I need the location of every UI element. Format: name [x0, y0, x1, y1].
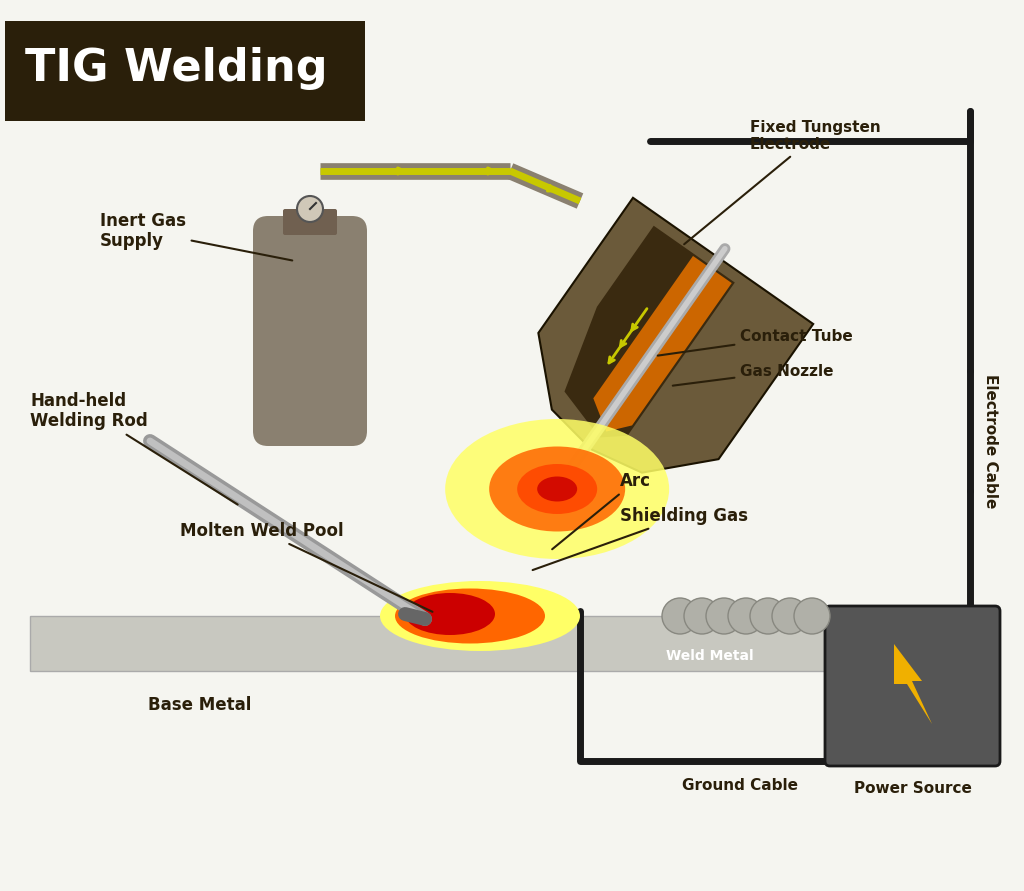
Text: Contact Tube: Contact Tube	[657, 329, 853, 356]
Ellipse shape	[380, 581, 580, 651]
FancyBboxPatch shape	[5, 21, 365, 121]
Polygon shape	[894, 644, 932, 724]
Text: Shielding Gas: Shielding Gas	[532, 507, 748, 570]
Polygon shape	[539, 198, 813, 472]
Text: Weld Metal: Weld Metal	[667, 649, 754, 663]
Text: Hand-held
Welding Rod: Hand-held Welding Rod	[30, 392, 238, 504]
Text: Ground Cable: Ground Cable	[682, 779, 798, 794]
Text: TIG Welding: TIG Welding	[25, 47, 328, 91]
Circle shape	[794, 598, 830, 634]
FancyBboxPatch shape	[825, 606, 1000, 766]
Circle shape	[750, 598, 786, 634]
Circle shape	[706, 598, 742, 634]
Text: Base Metal: Base Metal	[148, 696, 252, 714]
Circle shape	[684, 598, 720, 634]
Text: Power Source: Power Source	[854, 781, 972, 796]
Text: Inert Gas
Supply: Inert Gas Supply	[100, 211, 292, 260]
Text: Electrode Cable: Electrode Cable	[982, 374, 997, 508]
Text: Gas Nozzle: Gas Nozzle	[673, 364, 834, 386]
Circle shape	[772, 598, 808, 634]
Circle shape	[728, 598, 764, 634]
Polygon shape	[564, 225, 735, 437]
Polygon shape	[593, 256, 732, 431]
Circle shape	[662, 598, 698, 634]
Ellipse shape	[538, 477, 578, 502]
Circle shape	[297, 196, 323, 222]
Ellipse shape	[406, 593, 495, 635]
FancyBboxPatch shape	[30, 616, 880, 671]
Text: Molten Weld Pool: Molten Weld Pool	[180, 522, 432, 612]
Text: Arc: Arc	[552, 472, 651, 549]
Ellipse shape	[395, 588, 545, 643]
Ellipse shape	[445, 419, 669, 559]
Ellipse shape	[517, 464, 597, 514]
FancyBboxPatch shape	[253, 216, 367, 446]
Ellipse shape	[489, 446, 626, 532]
Text: Fixed Tungsten
Electrode: Fixed Tungsten Electrode	[684, 119, 881, 244]
FancyBboxPatch shape	[283, 209, 337, 235]
